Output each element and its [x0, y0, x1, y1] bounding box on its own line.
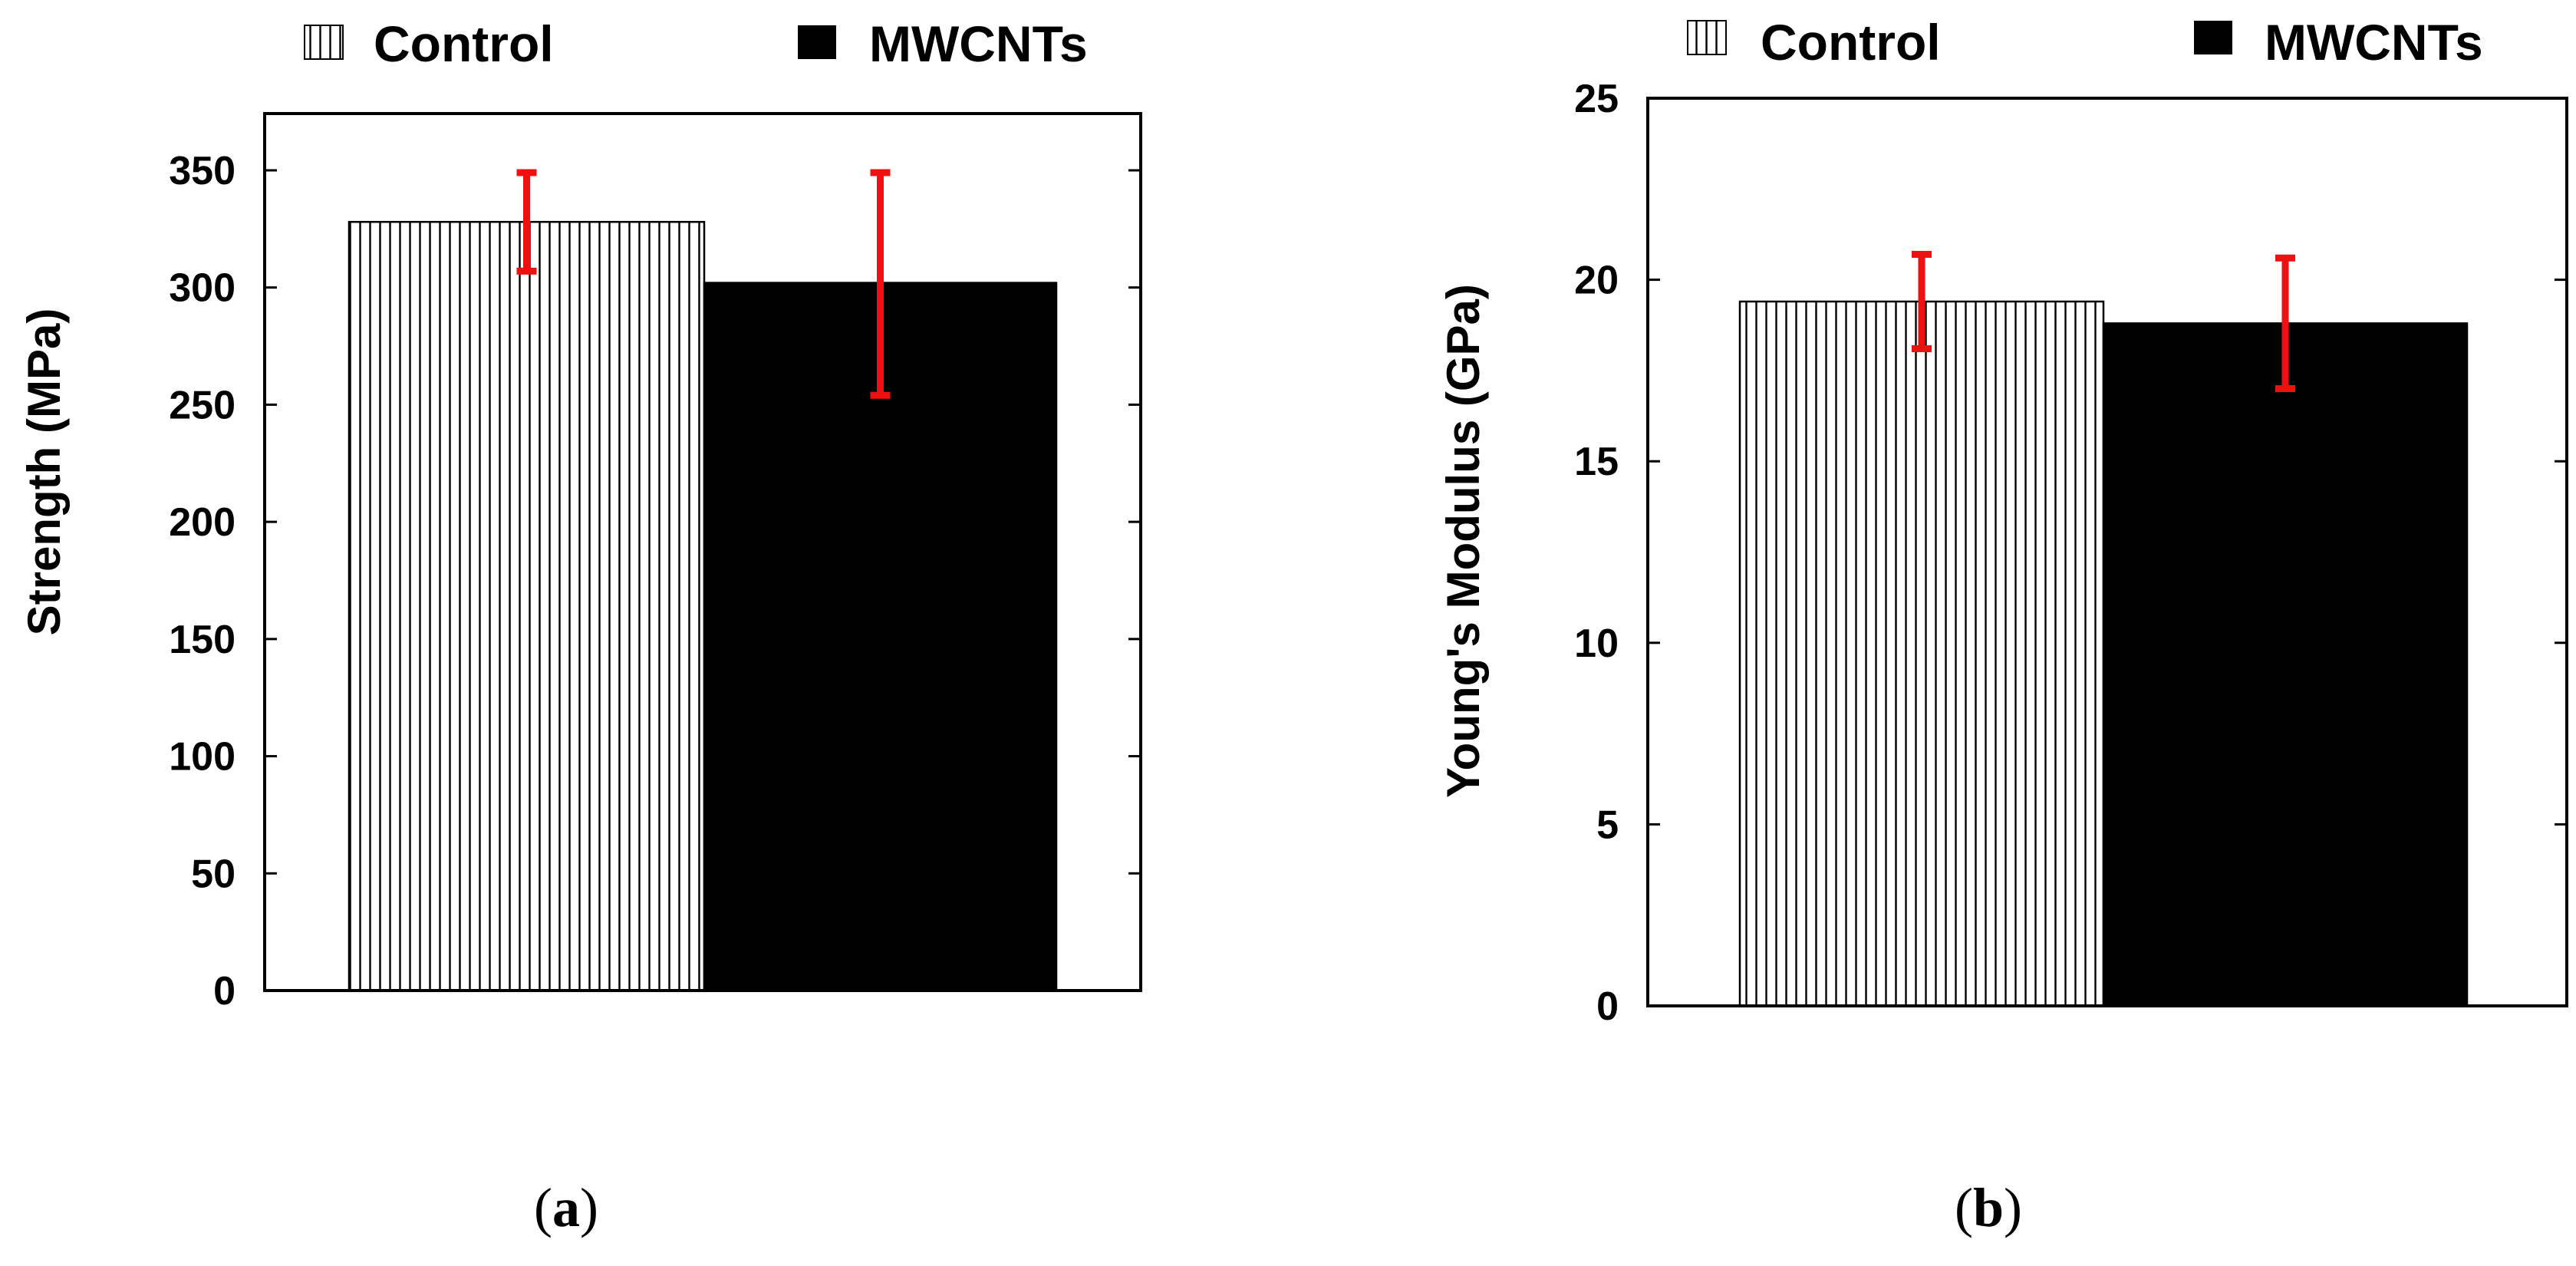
y-ticks: 0 5 10 15 20 25: [1574, 77, 2567, 1029]
panel-label-letter: a: [552, 1177, 580, 1238]
y-ticks: 0 50 100 150 200 250 300 350: [169, 149, 1141, 1014]
y-axis-label: Young's Modulus (GPa): [1438, 284, 1489, 798]
y-tick-label: 250: [169, 383, 236, 427]
legend-label-mwcnts: MWCNTs: [869, 15, 1088, 72]
y-tick-label: 10: [1574, 621, 1619, 666]
y-tick-label: 0: [213, 969, 236, 1014]
error-bars: [516, 169, 891, 399]
legend: Control MWCNTs: [1687, 14, 2483, 71]
error-bar-control: [516, 169, 537, 275]
y-tick-label: 300: [169, 266, 236, 311]
error-bar-control: [1912, 250, 1932, 353]
y-tick-label: 50: [191, 852, 236, 896]
legend-swatch-mwcnts: [2194, 21, 2232, 54]
legend-label-control: Control: [374, 15, 554, 72]
y-axis-label: Strength (MPa): [18, 308, 70, 636]
bar-mwcnts: [703, 282, 1058, 992]
panel-label-open: (: [1955, 1177, 1973, 1238]
panel-label-letter: b: [1973, 1177, 2004, 1238]
legend-label-control: Control: [1761, 14, 1941, 71]
legend: Control MWCNTs: [304, 15, 1088, 72]
panel-label-b: (b): [1955, 1177, 2022, 1238]
y-tick-label: 5: [1596, 803, 1619, 847]
y-tick-label: 150: [169, 618, 236, 662]
legend-swatch-control: [1687, 20, 1727, 55]
bars: [348, 220, 1058, 992]
y-tick-label: 25: [1574, 77, 1619, 121]
bar-control: [348, 220, 706, 992]
bar-mwcnts: [2102, 322, 2469, 1007]
y-tick-label: 350: [169, 149, 236, 193]
panel-label-open: (: [534, 1177, 552, 1238]
legend-swatch-control: [304, 25, 344, 60]
error-bar-mwcnts: [2275, 254, 2295, 393]
legend-swatch-mwcnts: [798, 25, 836, 59]
panel-label-close: ): [580, 1177, 598, 1238]
y-tick-label: 15: [1574, 440, 1619, 484]
legend-label-mwcnts: MWCNTs: [2265, 14, 2483, 71]
y-tick-label: 100: [169, 735, 236, 780]
panel-label-close: ): [2004, 1177, 2022, 1238]
bars: [1738, 300, 2469, 1007]
plot-frame: [263, 112, 1142, 992]
bar-control: [1738, 300, 2105, 1007]
panel-label-a: (a): [534, 1177, 598, 1238]
y-tick-label: 20: [1574, 259, 1619, 303]
error-bars: [1912, 250, 2295, 393]
chart-panel-a: Control MWCNTs Strength (MPa) 0 50 100 150 2…: [18, 15, 1142, 1238]
chart-panel-b: Control MWCNTs Young's Modulus (GPa) 0 5 1…: [1438, 14, 2568, 1238]
error-bar-mwcnts: [870, 169, 891, 399]
y-tick-label: 200: [169, 500, 236, 545]
plot-frame: [1646, 97, 2568, 1007]
y-tick-label: 0: [1596, 984, 1619, 1029]
